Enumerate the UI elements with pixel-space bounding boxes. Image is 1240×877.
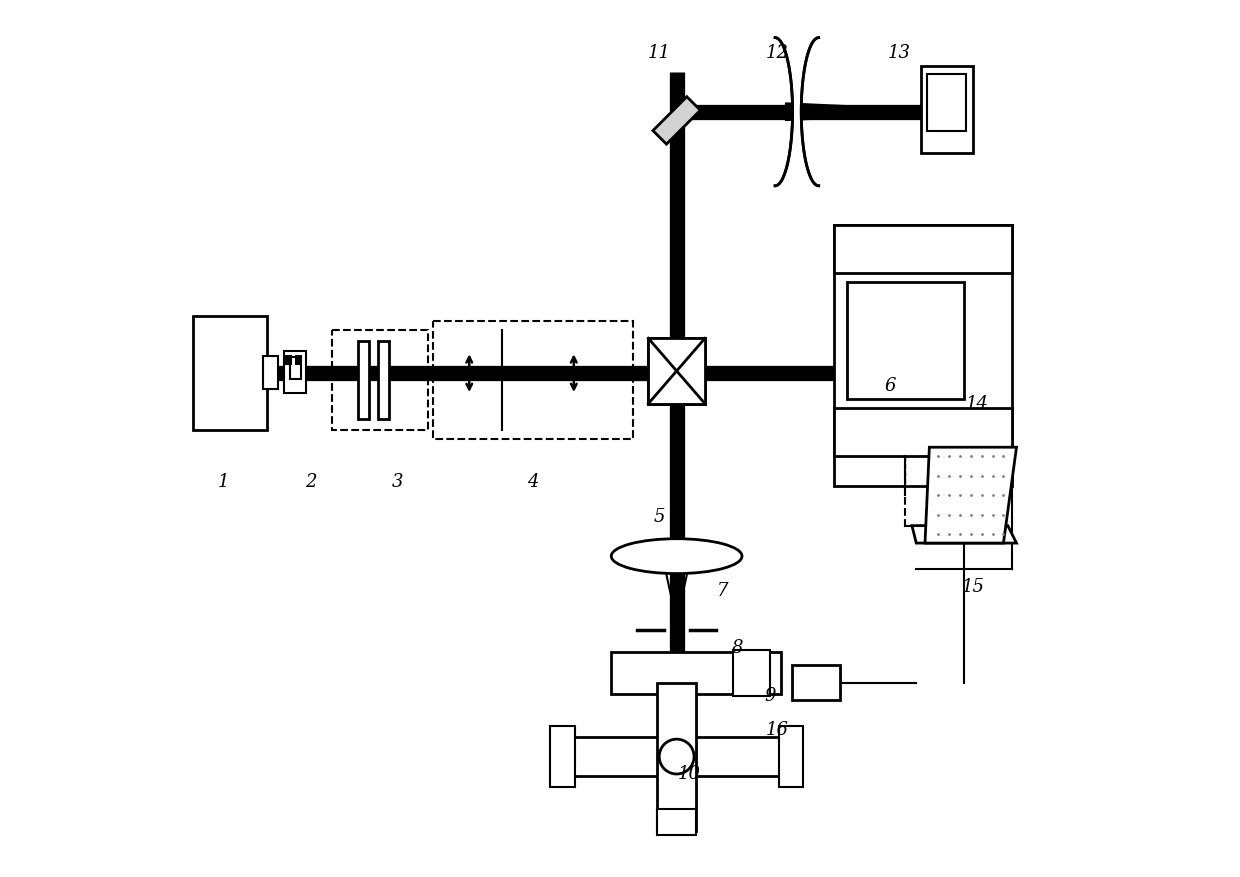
Text: 7: 7: [717, 582, 729, 600]
Bar: [833, 408, 1012, 456]
Bar: [653, 96, 701, 144]
Text: 11: 11: [647, 45, 671, 62]
Bar: [733, 650, 770, 695]
Bar: [332, 330, 428, 430]
Circle shape: [660, 739, 694, 774]
Text: 4: 4: [527, 473, 538, 491]
Ellipse shape: [611, 538, 742, 574]
Text: 3: 3: [392, 473, 403, 491]
Text: 13: 13: [888, 45, 910, 62]
Polygon shape: [786, 103, 929, 120]
Text: 5: 5: [653, 508, 665, 526]
Text: 6: 6: [884, 377, 895, 396]
Bar: [657, 682, 696, 831]
Text: 16: 16: [765, 722, 789, 739]
Bar: [611, 652, 781, 694]
Bar: [649, 339, 706, 403]
Bar: [926, 75, 966, 131]
Bar: [378, 341, 389, 419]
Polygon shape: [925, 447, 1017, 543]
Bar: [433, 321, 634, 438]
Bar: [193, 317, 267, 430]
Text: 9: 9: [764, 687, 776, 704]
Polygon shape: [911, 525, 1017, 543]
Bar: [295, 355, 301, 366]
Bar: [568, 738, 786, 776]
Bar: [290, 358, 301, 379]
Bar: [263, 356, 279, 389]
Text: 10: 10: [678, 765, 701, 783]
Text: 8: 8: [732, 638, 744, 657]
Text: 15: 15: [961, 578, 985, 595]
Text: 1: 1: [218, 473, 229, 491]
Polygon shape: [649, 339, 706, 403]
Bar: [847, 282, 965, 399]
Text: 12: 12: [765, 45, 789, 62]
Bar: [357, 341, 370, 419]
Polygon shape: [649, 339, 706, 403]
Bar: [551, 726, 574, 787]
Text: 2: 2: [305, 473, 316, 491]
Text: 14: 14: [966, 395, 988, 413]
Bar: [833, 225, 1012, 487]
Bar: [791, 665, 839, 700]
Bar: [920, 66, 973, 153]
Bar: [649, 339, 706, 403]
Bar: [833, 225, 1012, 273]
Bar: [285, 355, 293, 366]
Bar: [779, 726, 804, 787]
Bar: [284, 352, 306, 393]
Polygon shape: [775, 38, 818, 186]
Bar: [657, 809, 696, 835]
